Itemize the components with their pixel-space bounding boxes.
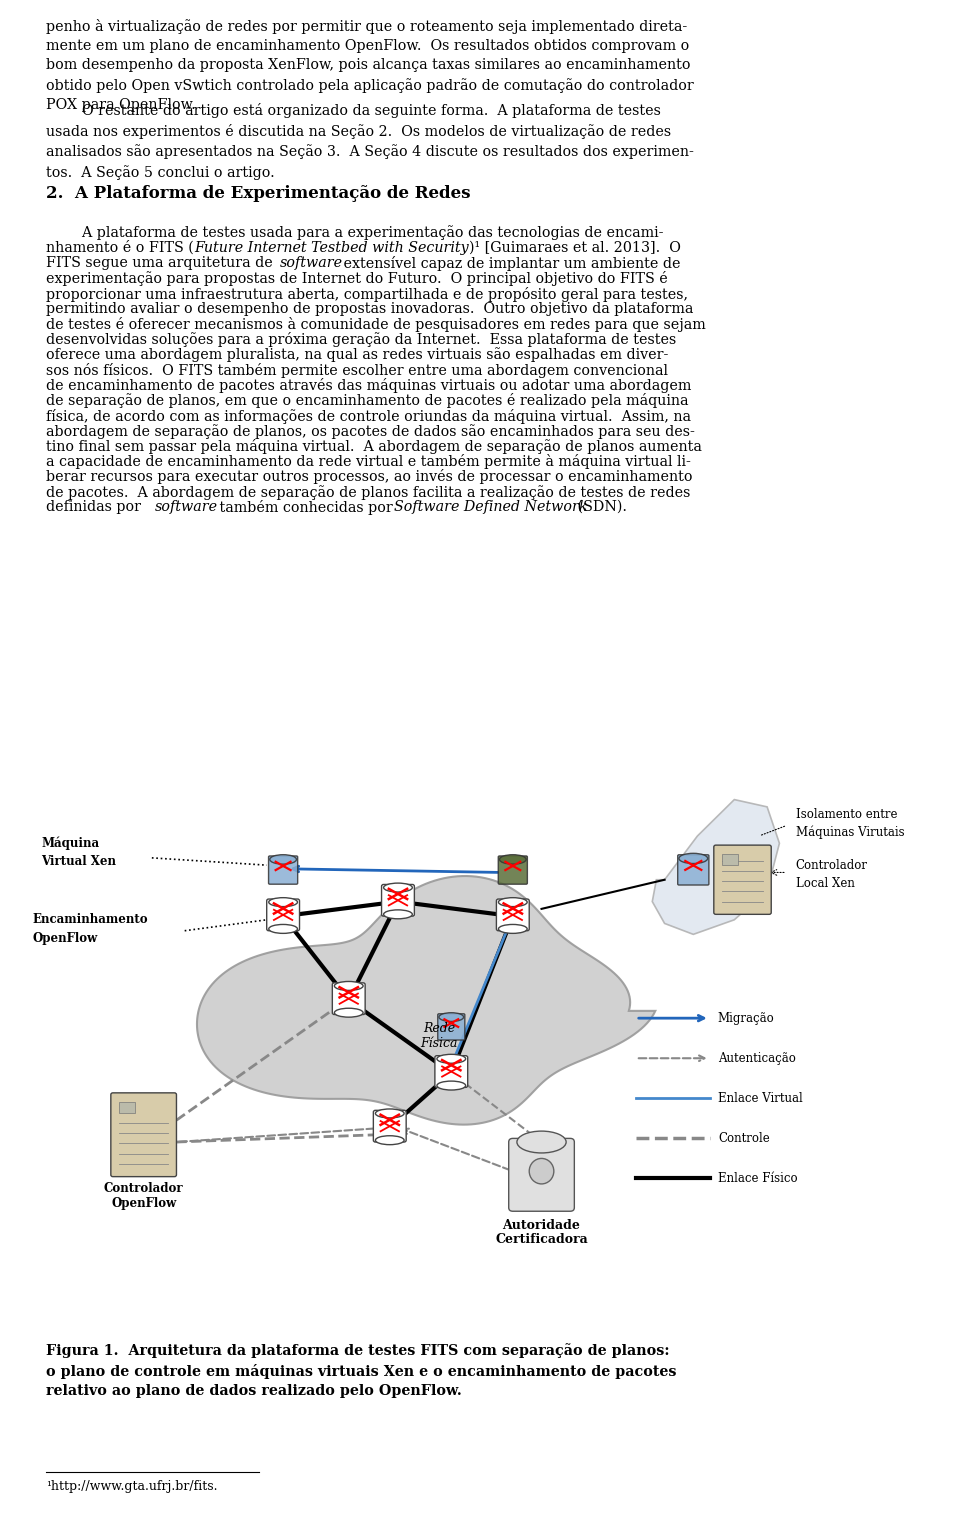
Text: Máquina: Máquina (41, 837, 99, 849)
Ellipse shape (384, 883, 413, 892)
FancyBboxPatch shape (496, 899, 529, 931)
Ellipse shape (679, 854, 708, 863)
FancyBboxPatch shape (381, 884, 415, 916)
FancyBboxPatch shape (498, 855, 527, 884)
Text: Controlador: Controlador (104, 1182, 183, 1195)
Ellipse shape (375, 1136, 404, 1145)
Text: permitindo avaliar o desempenho de propostas inovadoras.  Outro objetivo da plat: permitindo avaliar o desempenho de propo… (46, 301, 693, 316)
Text: tino final sem passar pela máquina virtual.  A abordagem de separação de planos : tino final sem passar pela máquina virtu… (46, 439, 702, 454)
Text: penho à virtualização de redes por permitir que o roteamento seja implementado d: penho à virtualização de redes por permi… (46, 18, 694, 112)
Text: Future Internet Testbed with Security: Future Internet Testbed with Security (194, 241, 468, 254)
Text: nhamento é o FITS (: nhamento é o FITS ( (46, 241, 194, 256)
Ellipse shape (270, 855, 297, 864)
Text: Migração: Migração (718, 1011, 775, 1025)
Text: de separação de planos, em que o encaminhamento de pacotes é realizado pela máqu: de separação de planos, em que o encamin… (46, 394, 688, 409)
Text: Controlador: Controlador (796, 858, 868, 872)
Ellipse shape (269, 925, 298, 933)
Text: Autoridade: Autoridade (503, 1219, 581, 1231)
FancyBboxPatch shape (267, 899, 300, 931)
FancyBboxPatch shape (438, 1014, 465, 1040)
Ellipse shape (499, 855, 526, 864)
Text: sos nós físicos.  O FITS também permite escolher entre uma abordagem convenciona: sos nós físicos. O FITS também permite e… (46, 363, 668, 378)
Ellipse shape (498, 925, 527, 933)
FancyBboxPatch shape (509, 1139, 574, 1211)
Ellipse shape (498, 898, 527, 907)
Text: de testes é oferecer mecanismos à comunidade de pesquisadores em redes para que : de testes é oferecer mecanismos à comuni… (46, 316, 706, 332)
Text: de pacotes.  A abordagem de separação de planos facilita a realização de testes : de pacotes. A abordagem de separação de … (46, 484, 690, 500)
Text: Local Xen: Local Xen (796, 877, 854, 890)
Ellipse shape (529, 1158, 554, 1184)
Ellipse shape (516, 1131, 566, 1154)
Bar (722, 854, 738, 864)
Text: O restante do artigo está organizado da seguinte forma.  A plataforma de testes
: O restante do artigo está organizado da … (46, 103, 694, 180)
Ellipse shape (437, 1081, 466, 1090)
Text: Virtual Xen: Virtual Xen (41, 855, 116, 868)
Text: física, de acordo com as informações de controle oriundas da máquina virtual.  A: física, de acordo com as informações de … (46, 409, 691, 424)
Text: OpenFlow: OpenFlow (33, 931, 98, 945)
Text: OpenFlow: OpenFlow (111, 1196, 177, 1210)
Text: abordagem de separação de planos, os pacotes de dados são encaminhados para seu : abordagem de separação de planos, os pac… (46, 424, 695, 439)
Polygon shape (652, 799, 780, 934)
Ellipse shape (269, 898, 298, 907)
Text: Enlace Físico: Enlace Físico (718, 1172, 798, 1185)
Text: Enlace Virtual: Enlace Virtual (718, 1092, 803, 1105)
Text: extensível capaz de implantar um ambiente de: extensível capaz de implantar um ambient… (340, 256, 681, 271)
FancyBboxPatch shape (678, 855, 708, 886)
Text: Rede
Física: Rede Física (420, 1022, 458, 1051)
Bar (119, 1102, 135, 1113)
Text: (SDN).: (SDN). (572, 500, 627, 513)
Text: oferece uma abordagem pluralista, na qual as redes virtuais são espalhadas em di: oferece uma abordagem pluralista, na qua… (46, 348, 668, 362)
Text: experimentação para propostas de Internet do Futuro.  O principal objetivo do FI: experimentação para propostas de Interne… (46, 271, 668, 286)
Polygon shape (197, 877, 656, 1125)
Text: A plataforma de testes usada para a experimentação das tecnologias de encami-: A plataforma de testes usada para a expe… (46, 226, 663, 241)
Ellipse shape (439, 1013, 464, 1022)
Text: Certificadora: Certificadora (495, 1232, 588, 1246)
Text: 2.  A Plataforma de Experimentação de Redes: 2. A Plataforma de Experimentação de Red… (46, 185, 470, 201)
Text: software: software (280, 256, 343, 269)
FancyBboxPatch shape (714, 845, 771, 914)
FancyBboxPatch shape (373, 1110, 406, 1142)
Text: Figura 1.  Arquitetura da plataforma de testes FITS com separação de planos:
o p: Figura 1. Arquitetura da plataforma de t… (46, 1343, 677, 1399)
Text: também conhecidas por: também conhecidas por (215, 500, 397, 515)
Text: berar recursos para executar outros processos, ao invés de processar o encaminha: berar recursos para executar outros proc… (46, 469, 692, 484)
Text: Autenticação: Autenticação (718, 1052, 796, 1064)
Text: ¹http://www.gta.ufrj.br/fits.: ¹http://www.gta.ufrj.br/fits. (46, 1479, 218, 1493)
FancyBboxPatch shape (110, 1093, 177, 1176)
Text: proporcionar uma infraestrutura aberta, compartilhada e de propósito geral para : proporcionar uma infraestrutura aberta, … (46, 286, 688, 301)
Text: Software Defined Network: Software Defined Network (394, 500, 588, 513)
Ellipse shape (384, 910, 413, 919)
FancyBboxPatch shape (332, 983, 365, 1014)
Ellipse shape (334, 1008, 363, 1017)
Text: de encaminhamento de pacotes através das máquinas virtuais ou adotar uma abordag: de encaminhamento de pacotes através das… (46, 378, 691, 394)
Text: a capacidade de encaminhamento da rede virtual e também permite à máquina virtua: a capacidade de encaminhamento da rede v… (46, 454, 691, 469)
Ellipse shape (375, 1108, 404, 1117)
Text: Isolamento entre: Isolamento entre (796, 807, 898, 821)
Text: Controle: Controle (718, 1132, 770, 1145)
FancyBboxPatch shape (435, 1055, 468, 1087)
Text: )¹ [Guimaraes et al. 2013].  O: )¹ [Guimaraes et al. 2013]. O (469, 241, 682, 254)
Text: software: software (156, 500, 218, 513)
Text: definidas por: definidas por (46, 500, 146, 513)
Text: Encaminhamento: Encaminhamento (33, 913, 149, 927)
Text: Máquinas Virutais: Máquinas Virutais (796, 825, 904, 839)
Ellipse shape (437, 1054, 466, 1063)
Text: FITS segue uma arquitetura de: FITS segue uma arquitetura de (46, 256, 277, 269)
Text: desenvolvidas soluções para a próxima geração da Internet.  Essa plataforma de t: desenvolvidas soluções para a próxima ge… (46, 332, 677, 347)
FancyBboxPatch shape (269, 855, 298, 884)
Ellipse shape (334, 981, 363, 990)
